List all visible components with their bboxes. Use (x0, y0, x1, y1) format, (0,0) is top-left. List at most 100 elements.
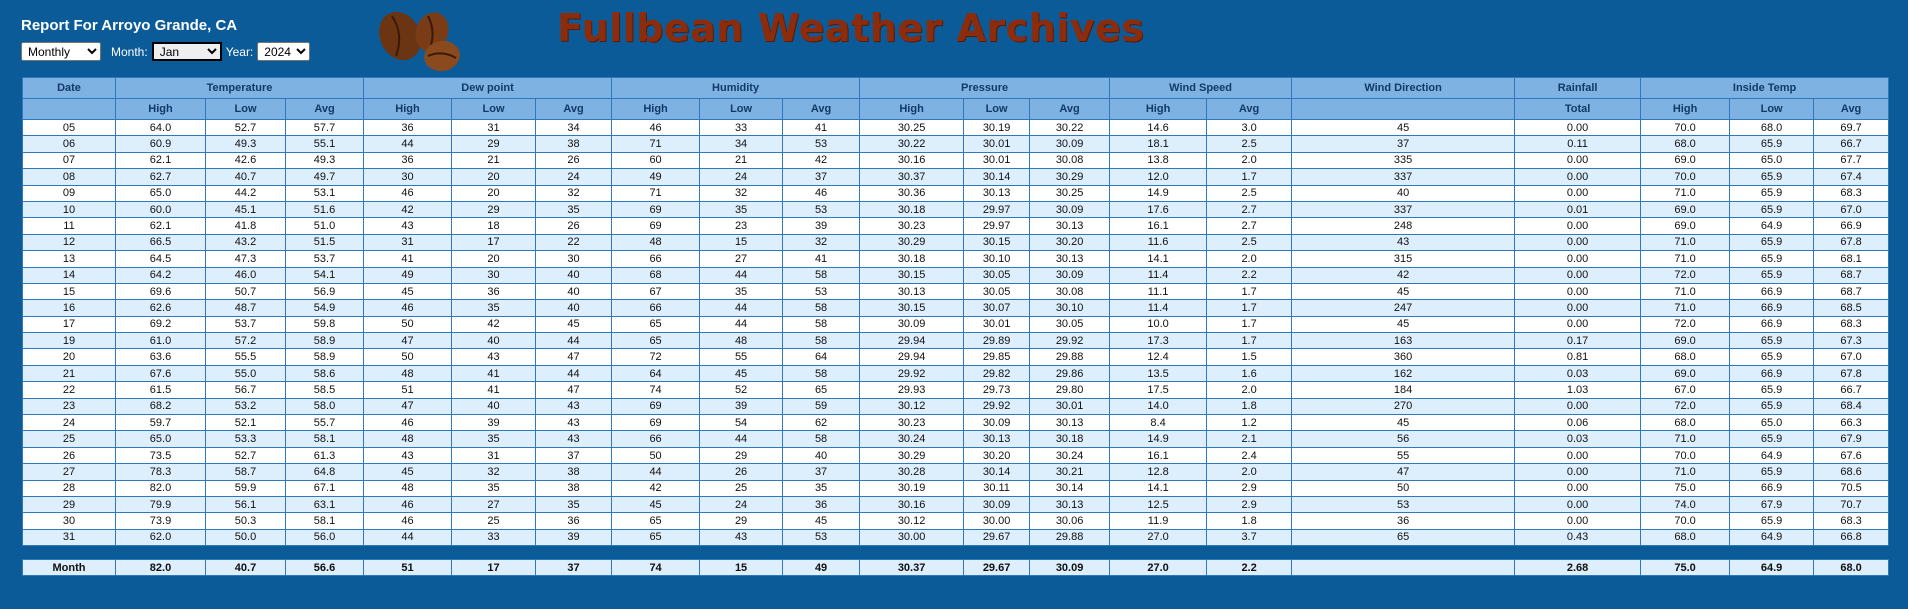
data-row: 25 65.0 53.3 58.1 48 35 43 66 44 58 30.24 30.13 30.1… (22, 430, 1890, 448)
data-cell: 37 (535, 446, 613, 465)
data-cell: 31 (451, 118, 537, 137)
data-cell: 29 (451, 200, 537, 219)
data-cell: 47.3 (205, 250, 286, 268)
data-cell: 16.1 (1109, 217, 1208, 235)
data-cell: 36 (451, 282, 537, 301)
data-cell: 12.8 (1109, 463, 1208, 481)
data-row: 05 64.0 52.7 57.7 36 31 34 46 33 41 30.25 30.19 30.2… (22, 118, 1890, 137)
data-cell: 11.4 (1109, 299, 1208, 317)
data-cell: 29 (699, 512, 784, 530)
data-cell: 65 (611, 528, 701, 547)
data-cell: 46 (363, 495, 453, 514)
data-cell: 58.1 (284, 430, 365, 448)
data-row: 22 61.5 56.7 58.5 51 41 47 74 52 65 29.93 29.73 29.8… (22, 381, 1890, 399)
data-cell: 62.7 (115, 168, 206, 186)
bean-crease (427, 52, 457, 59)
data-cell: 35 (535, 200, 613, 219)
data-cell: 65.0 (1729, 151, 1815, 170)
data-cell: 72.0 (1640, 266, 1731, 284)
data-cell: 14.0 (1109, 397, 1208, 416)
data-row: 06 60.9 49.3 55.1 44 29 38 71 34 53 30.22 30.01 30.0… (22, 135, 1890, 153)
data-cell: 48 (699, 332, 784, 350)
data-cell: 41 (451, 364, 537, 383)
year-select[interactable]: 2024 (257, 42, 311, 61)
data-cell: 27 (451, 495, 537, 514)
data-cell: 2.7 (1206, 217, 1293, 235)
data-cell: 55.7 (284, 414, 365, 432)
summary-cell: 30.09 (1029, 559, 1111, 577)
data-cell: 23 (22, 397, 116, 416)
data-cell: 30.22 (1029, 118, 1111, 137)
column-header: Low (963, 98, 1031, 120)
data-cell: 29.92 (963, 397, 1031, 416)
data-cell: 0.00 (1514, 512, 1642, 530)
data-cell: 50.0 (205, 528, 286, 547)
data-cell: 29.92 (859, 364, 965, 383)
summary-cell: 75.0 (1640, 559, 1731, 577)
data-cell: 29 (451, 135, 537, 153)
data-cell: 248 (1291, 217, 1516, 235)
data-cell: 162 (1291, 364, 1516, 383)
data-cell: 68.2 (115, 397, 206, 416)
column-header: High (611, 98, 701, 120)
data-cell: 53.7 (284, 250, 365, 268)
data-cell: 68.7 (1813, 266, 1890, 284)
data-cell: 17.3 (1109, 332, 1208, 350)
data-cell: 45 (1291, 315, 1516, 334)
data-cell: 40 (451, 332, 537, 350)
data-cell: 36 (1291, 512, 1516, 530)
period-select[interactable]: Monthly (21, 42, 101, 61)
data-cell: 65.9 (1729, 135, 1815, 153)
data-cell: 8.4 (1109, 414, 1208, 432)
data-cell: 71.0 (1640, 463, 1731, 481)
data-cell: 40 (535, 299, 613, 317)
data-cell: 40 (535, 282, 613, 301)
data-cell: 67.0 (1813, 348, 1890, 366)
date-header: Date (22, 77, 116, 99)
summary-cell: 49 (782, 559, 861, 577)
summary-cell: 30.37 (859, 559, 965, 577)
data-cell: 61.3 (284, 446, 365, 465)
data-cell: 2.5 (1206, 233, 1293, 252)
data-cell: 58.6 (284, 364, 365, 383)
data-cell: 30.09 (859, 315, 965, 334)
data-cell: 0.00 (1514, 233, 1642, 252)
data-cell: 20 (22, 348, 116, 366)
data-cell: 60.0 (115, 200, 206, 219)
data-cell: 62.1 (115, 151, 206, 170)
data-row: 15 69.6 50.7 56.9 45 36 40 67 35 53 30.13 30.05 30.0… (22, 282, 1890, 301)
month-select[interactable]: Jan (151, 42, 222, 61)
data-cell: 66.9 (1729, 479, 1815, 497)
data-cell: 59.7 (115, 414, 206, 432)
summary-cell: 64.9 (1729, 559, 1815, 577)
data-cell: 26 (535, 151, 613, 170)
column-header: Low (1729, 98, 1815, 120)
data-cell: 42 (1291, 266, 1516, 284)
data-cell: 67.8 (1813, 233, 1890, 252)
data-cell: 52 (699, 381, 784, 399)
report-title: Report For Arroyo Grande, CA (21, 17, 238, 34)
data-row: 08 62.7 40.7 49.7 30 20 24 49 24 37 30.37 30.14 30.2… (22, 168, 1890, 186)
data-cell: 45 (1291, 414, 1516, 432)
data-row: 30 73.9 50.3 58.1 46 25 36 65 29 45 30.12 30.00 30.0… (22, 512, 1890, 530)
data-cell: 67.8 (1813, 364, 1890, 383)
data-cell: 163 (1291, 332, 1516, 350)
data-cell: 46 (363, 184, 453, 202)
data-cell: 05 (22, 118, 116, 137)
column-header: Avg (1206, 98, 1293, 120)
data-cell: 62.6 (115, 299, 206, 317)
data-cell: 30.10 (1029, 299, 1111, 317)
data-cell: 27 (699, 250, 784, 268)
data-cell: 69 (611, 200, 701, 219)
data-cell: 09 (22, 184, 116, 202)
group-header: Rainfall (1514, 77, 1642, 99)
data-cell: 45 (782, 512, 861, 530)
data-cell: 335 (1291, 151, 1516, 170)
column-header: Avg (1029, 98, 1111, 120)
data-cell: 65 (1291, 528, 1516, 547)
data-cell: 0.00 (1514, 315, 1642, 334)
data-cell: 30.01 (963, 315, 1031, 334)
data-cell: 73.5 (115, 446, 206, 465)
data-cell: 67 (611, 282, 701, 301)
data-cell: 58.0 (284, 397, 365, 416)
